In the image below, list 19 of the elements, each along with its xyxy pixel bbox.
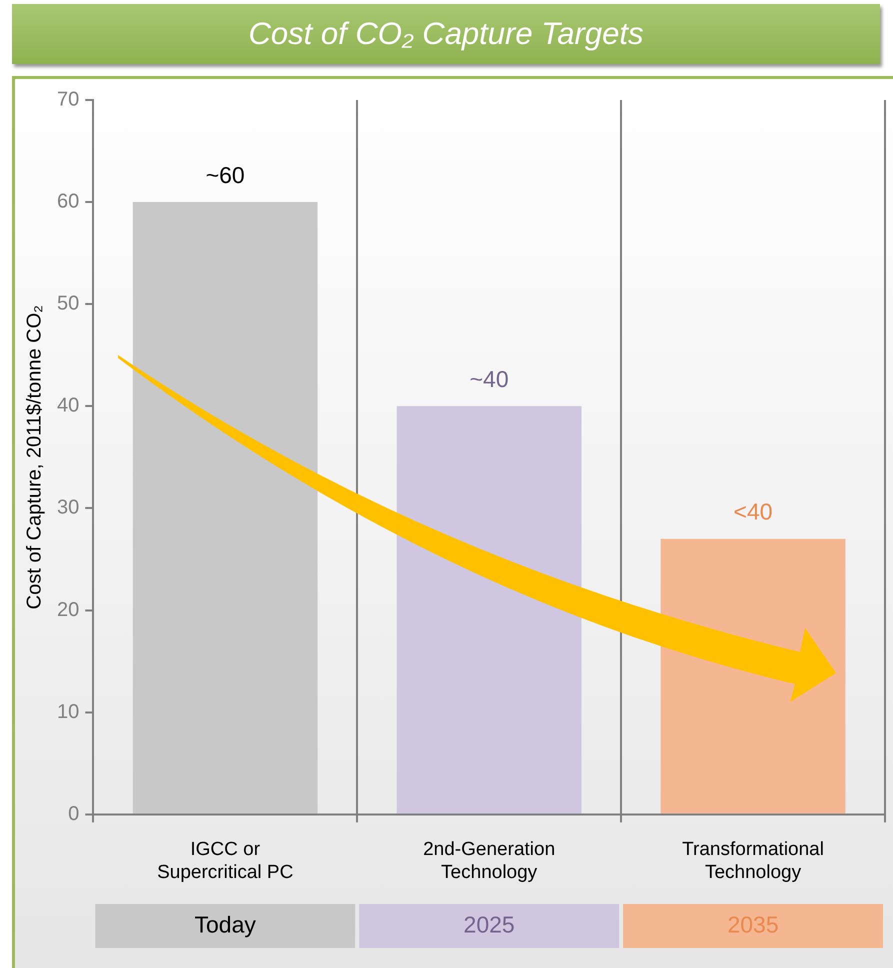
x-tick-label: 2nd-Generation Technology	[423, 839, 556, 883]
x-tick-label: IGCC or Supercritical PC	[157, 839, 294, 883]
y-tick-label: 60	[56, 190, 80, 213]
data-label: ~60	[206, 162, 245, 188]
text: 2025	[464, 911, 515, 938]
text: 2035	[727, 911, 779, 938]
y-tick-label: 40	[56, 394, 80, 417]
data-label: <40	[734, 498, 773, 525]
text: Today	[194, 911, 256, 938]
y-tick-label: 0	[68, 802, 80, 825]
data-label: ~40	[470, 366, 509, 392]
y-tick-label: 20	[56, 598, 80, 621]
y-tick-label: 10	[56, 700, 80, 723]
chart-title: Cost of CO₂ Capture Targets	[12, 4, 880, 64]
y-tick-label: 70	[56, 88, 80, 111]
y-axis-title: Cost of Capture, 2011$/tonne CO₂	[24, 305, 46, 610]
x-tick-label: Transformational Technology	[682, 839, 824, 883]
y-tick-label: 50	[56, 292, 80, 315]
y-tick-label: 30	[56, 496, 80, 519]
